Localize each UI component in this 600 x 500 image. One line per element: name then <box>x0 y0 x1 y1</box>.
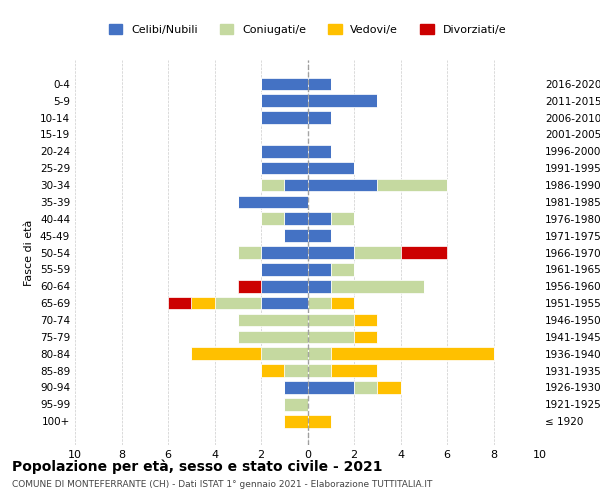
Bar <box>261 263 308 276</box>
Bar <box>168 297 191 310</box>
Bar <box>284 212 308 225</box>
Bar <box>331 364 377 377</box>
Bar <box>284 398 308 410</box>
Bar <box>308 348 331 360</box>
Bar <box>238 330 308 343</box>
Bar <box>284 230 308 242</box>
Bar <box>308 280 331 292</box>
Bar <box>308 162 354 174</box>
Bar <box>377 381 401 394</box>
Bar <box>308 246 354 259</box>
Bar <box>401 246 447 259</box>
Bar <box>331 263 354 276</box>
Bar <box>354 314 377 326</box>
Bar <box>308 212 331 225</box>
Bar <box>308 78 331 90</box>
Bar <box>261 364 284 377</box>
Bar <box>331 348 493 360</box>
Bar <box>284 415 308 428</box>
Bar <box>261 297 308 310</box>
Bar <box>331 212 354 225</box>
Bar <box>261 348 308 360</box>
Bar <box>261 78 308 90</box>
Bar <box>377 178 447 192</box>
Bar <box>191 297 215 310</box>
Bar <box>308 94 377 107</box>
Bar <box>284 178 308 192</box>
Text: COMUNE DI MONTEFERRANTE (CH) - Dati ISTAT 1° gennaio 2021 - Elaborazione TUTTITA: COMUNE DI MONTEFERRANTE (CH) - Dati ISTA… <box>12 480 433 489</box>
Bar <box>354 381 377 394</box>
Bar <box>261 111 308 124</box>
Bar <box>191 348 261 360</box>
Bar <box>308 415 331 428</box>
Bar <box>238 196 308 208</box>
Bar <box>238 246 261 259</box>
Bar <box>238 314 308 326</box>
Bar <box>308 178 377 192</box>
Bar <box>331 280 424 292</box>
Bar <box>354 246 401 259</box>
Text: Popolazione per età, sesso e stato civile - 2021: Popolazione per età, sesso e stato civil… <box>12 460 383 474</box>
Bar <box>284 381 308 394</box>
Bar <box>261 94 308 107</box>
Bar <box>308 263 331 276</box>
Bar <box>261 162 308 174</box>
Bar <box>308 364 331 377</box>
Bar <box>308 297 331 310</box>
Bar <box>331 297 354 310</box>
Y-axis label: Fasce di età: Fasce di età <box>25 220 34 286</box>
Bar <box>215 297 261 310</box>
Bar <box>238 280 261 292</box>
Bar <box>308 111 331 124</box>
Bar <box>354 330 377 343</box>
Bar <box>308 230 331 242</box>
Bar <box>308 145 331 158</box>
Bar <box>308 314 354 326</box>
Legend: Celibi/Nubili, Coniugati/e, Vedovi/e, Divorziati/e: Celibi/Nubili, Coniugati/e, Vedovi/e, Di… <box>104 20 511 39</box>
Bar <box>261 178 284 192</box>
Bar <box>261 280 308 292</box>
Bar <box>261 212 284 225</box>
Bar <box>284 364 308 377</box>
Bar <box>261 145 308 158</box>
Bar <box>261 246 308 259</box>
Bar <box>308 381 354 394</box>
Bar <box>308 330 354 343</box>
